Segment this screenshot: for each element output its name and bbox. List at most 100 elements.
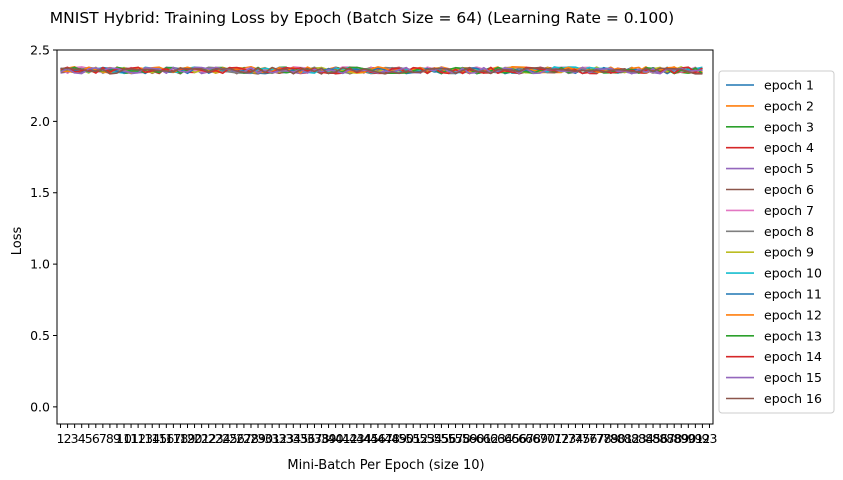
x-tick-label: 83 (631, 431, 647, 446)
y-tick-label: 1.0 (30, 257, 50, 272)
x-tick-label: 20 (187, 431, 203, 446)
legend-entry: epoch 14 (764, 349, 822, 364)
x-tick-label: 9 (113, 431, 121, 446)
x-tick-label: 76 (582, 431, 598, 446)
x-tick-label: 23 (208, 431, 224, 446)
x-tick-label: 71 (546, 431, 562, 446)
x-tick-label: 44 (356, 431, 372, 446)
x-tick-label: 26 (229, 431, 245, 446)
x-tick-label: 77 (589, 431, 605, 446)
x-tick-label: 60 (469, 431, 485, 446)
legend-entry: epoch 1 (764, 78, 814, 93)
x-tick-label: 6 (92, 431, 100, 446)
y-ticks: 0.0 0.5 1.0 1.5 2.0 2.5 (30, 43, 57, 414)
y-tick-label: 0.5 (30, 328, 50, 343)
x-tick-label: 39 (321, 431, 337, 446)
x-tick-label: 69 (532, 431, 548, 446)
legend-entry: epoch 10 (764, 266, 822, 281)
x-tick-label: 78 (596, 431, 612, 446)
x-tick-label: 7 (99, 431, 107, 446)
y-tick-label: 1.5 (30, 185, 50, 200)
x-tick-label: 49 (391, 431, 407, 446)
series-line-epoch-16 (60, 66, 703, 75)
x-tick-label: 59 (462, 431, 478, 446)
legend-entry: epoch 9 (764, 245, 814, 260)
y-tick-label: 2.5 (30, 43, 50, 58)
x-tick-label: 80 (610, 431, 626, 446)
x-tick-label: 53 (419, 431, 435, 446)
x-tick-label: 28 (243, 431, 259, 446)
x-tick-label: 43 (349, 431, 365, 446)
x-tick-label: 92 (694, 431, 710, 446)
x-tick-label: 19 (180, 431, 196, 446)
x-tick-label: 42 (342, 431, 358, 446)
x-tick-label: 40 (328, 431, 344, 446)
legend-entry: epoch 15 (764, 370, 822, 385)
x-tick-label: 32 (271, 431, 287, 446)
x-tick-label: 14 (144, 431, 160, 446)
x-tick-label: 38 (314, 431, 330, 446)
x-tick-label: 55 (433, 431, 449, 446)
x-tick-label: 4 (78, 431, 86, 446)
x-tick-label: 24 (215, 431, 231, 446)
x-tick-label: 66 (511, 431, 527, 446)
legend-entry: epoch 16 (764, 391, 822, 406)
x-tick-label: 10 (116, 431, 132, 446)
x-tick-label: 91 (687, 431, 703, 446)
x-tick-label: 50 (398, 431, 414, 446)
x-tick-label: 46 (370, 431, 386, 446)
x-tick-label: 90 (680, 431, 696, 446)
x-tick-label: 25 (222, 431, 238, 446)
x-tick-label: 65 (504, 431, 520, 446)
x-tick-label: 73 (560, 431, 576, 446)
x-tick-label: 34 (285, 431, 301, 446)
x-tick-label: 70 (539, 431, 555, 446)
x-tick-label: 81 (617, 431, 633, 446)
x-tick-label: 58 (455, 431, 471, 446)
x-tick-label: 74 (567, 431, 583, 446)
x-axis-label: Mini-Batch Per Epoch (size 10) (287, 458, 484, 473)
y-tick-label: 2.0 (30, 114, 50, 129)
legend-entry: epoch 4 (764, 140, 814, 155)
x-tick-label: 52 (412, 431, 428, 446)
x-tick-label: 37 (307, 431, 323, 446)
x-tick-label: 82 (624, 431, 640, 446)
x-tick-label: 41 (335, 431, 351, 446)
x-ticks: 1 2 3 4 5 6 7 8 91011121314151617181920212223242… (57, 424, 718, 446)
x-tick-label: 45 (363, 431, 379, 446)
y-tick-label: 0.0 (30, 399, 50, 414)
legend-entry: epoch 8 (764, 224, 814, 239)
x-tick-label: 35 (292, 431, 308, 446)
legend-entry: epoch 5 (764, 161, 814, 176)
x-tick-label: 3 (71, 431, 79, 446)
legend: epoch 1 epoch 2 epoch 3 epoch 4 epoch 5 epoch… (718, 70, 835, 414)
legend-box (718, 70, 835, 414)
x-tick-label: 57 (448, 431, 464, 446)
x-tick-label: 31 (264, 431, 280, 446)
x-tick-label: 12 (130, 431, 146, 446)
x-tick-label: 5 (85, 431, 93, 446)
x-tick-label: 33 (278, 431, 294, 446)
x-tick-label: 89 (673, 431, 689, 446)
x-tick-label: 30 (257, 431, 273, 446)
x-tick-label: 62 (483, 431, 499, 446)
x-tick-label: 51 (405, 431, 421, 446)
x-tick-label: 36 (299, 431, 315, 446)
x-tick-label: 84 (638, 431, 654, 446)
x-tick-label: 56 (441, 431, 457, 446)
x-tick-label: 61 (476, 431, 492, 446)
x-tick-label: 48 (384, 431, 400, 446)
x-tick-label: 27 (236, 431, 252, 446)
x-tick-label: 15 (151, 431, 167, 446)
x-tick-label: 54 (426, 431, 442, 446)
x-tick-label: 64 (497, 431, 513, 446)
x-tick-label: 16 (158, 431, 174, 446)
x-tick-label: 8 (106, 431, 114, 446)
plot-area (57, 50, 713, 424)
legend-entry: epoch 13 (764, 328, 822, 343)
x-tick-label: 1 (57, 431, 65, 446)
legend-entry: epoch 6 (764, 182, 814, 197)
x-tick-label: 93 (702, 431, 718, 446)
x-tick-label: 11 (123, 431, 139, 446)
x-tick-label: 22 (201, 431, 217, 446)
